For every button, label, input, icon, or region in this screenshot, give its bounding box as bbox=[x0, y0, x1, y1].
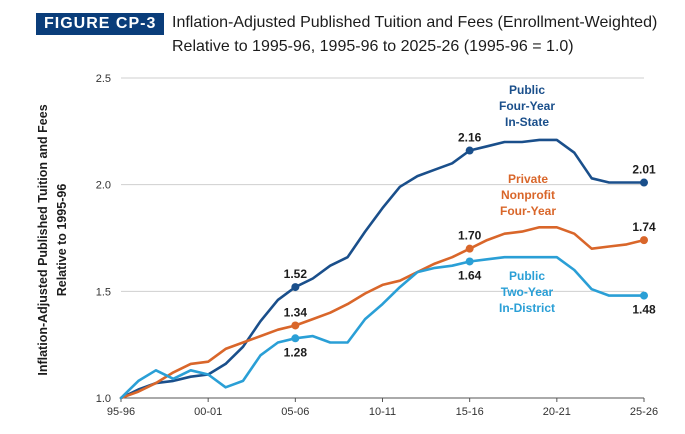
series-label-2-line-1: Private bbox=[508, 172, 548, 186]
data-point-marker-2-10 bbox=[291, 321, 300, 330]
series-line-1 bbox=[119, 138, 646, 400]
y-tick-label-1.0: 1.0 bbox=[96, 393, 111, 405]
data-label-1.34: 1.34 bbox=[284, 305, 308, 319]
data-point-marker-3-30 bbox=[640, 291, 648, 300]
x-tick-label-00-01: 00-01 bbox=[194, 406, 222, 418]
series-labels: Public Four-Year In-State Private Nonprofit F… bbox=[499, 83, 556, 315]
data-label-1.48: 1.48 bbox=[632, 303, 656, 317]
y-tick-label-2.5: 2.5 bbox=[96, 73, 111, 85]
x-tick-label-20-21: 20-21 bbox=[543, 406, 571, 418]
series-label-1-line-3: In-State bbox=[505, 115, 549, 129]
series-label-1-line-2: Four-Year bbox=[499, 99, 555, 113]
data-point-marker-3-20 bbox=[465, 257, 474, 266]
series-label-3-line-1: Public bbox=[509, 269, 545, 283]
y-axis-label-line-1: Inflation-Adjusted Published Tuition and… bbox=[36, 104, 50, 375]
x-tick-label-15-16: 15-16 bbox=[456, 406, 484, 418]
x-tick-label-10-11: 10-11 bbox=[369, 406, 396, 418]
data-label-1.70: 1.70 bbox=[458, 229, 482, 243]
y-tick-label-1.5: 1.5 bbox=[96, 286, 111, 298]
axes: 1.0 1.5 2.0 2.5 95-96 00-01 05-06 10-11 15-16 20-… bbox=[96, 73, 658, 418]
x-tick-label-25-26: 25-26 bbox=[630, 406, 658, 418]
series-label-2-line-2: Nonprofit bbox=[501, 188, 555, 202]
data-point-marker-1-10 bbox=[291, 283, 300, 292]
x-tick-label-95-96: 95-96 bbox=[107, 406, 135, 418]
data-label-1.64: 1.64 bbox=[458, 268, 482, 282]
series-label-3-line-3: In-District bbox=[499, 301, 555, 315]
data-label-1.28: 1.28 bbox=[284, 345, 308, 359]
figure-title-line-2: Relative to 1995-96, 1995-96 to 2025-26 … bbox=[172, 38, 574, 55]
series-line-3 bbox=[119, 255, 646, 400]
data-point-marker-2-20 bbox=[465, 244, 474, 253]
data-point-marker-3-10 bbox=[291, 334, 300, 343]
data-label-2.16: 2.16 bbox=[458, 131, 482, 145]
series-markers: 1.52 2.16 2.01 1.34 1.70 1.74 1.28 1.64 1.48 bbox=[284, 131, 656, 360]
data-point-marker-1-30 bbox=[640, 178, 648, 187]
series-label-2-line-3: Four-Year bbox=[500, 204, 556, 218]
figure-badge: FIGURE CP-3 bbox=[36, 13, 165, 35]
series-label-3-line-2: Two-Year bbox=[501, 285, 554, 299]
gridlines bbox=[121, 77, 644, 292]
y-axis-label-line-2: Relative to 1995-96 bbox=[55, 184, 69, 297]
series-label-1-line-1: Public bbox=[509, 83, 545, 97]
y-tick-label-2.0: 2.0 bbox=[96, 180, 111, 192]
figure-title-line-1: Inflation-Adjusted Published Tuition and… bbox=[172, 14, 658, 31]
series-line-2 bbox=[119, 226, 646, 400]
data-label-2.01: 2.01 bbox=[632, 163, 656, 177]
x-tick-label-05-06: 05-06 bbox=[281, 406, 309, 418]
figure-header: FIGURE CP-3 Inflation-Adjusted Published… bbox=[0, 0, 685, 62]
series-lines bbox=[119, 138, 646, 400]
data-point-marker-1-20 bbox=[465, 146, 474, 155]
data-label-1.52: 1.52 bbox=[284, 267, 308, 281]
data-point-marker-2-30 bbox=[640, 236, 648, 245]
data-label-1.74: 1.74 bbox=[632, 220, 656, 234]
